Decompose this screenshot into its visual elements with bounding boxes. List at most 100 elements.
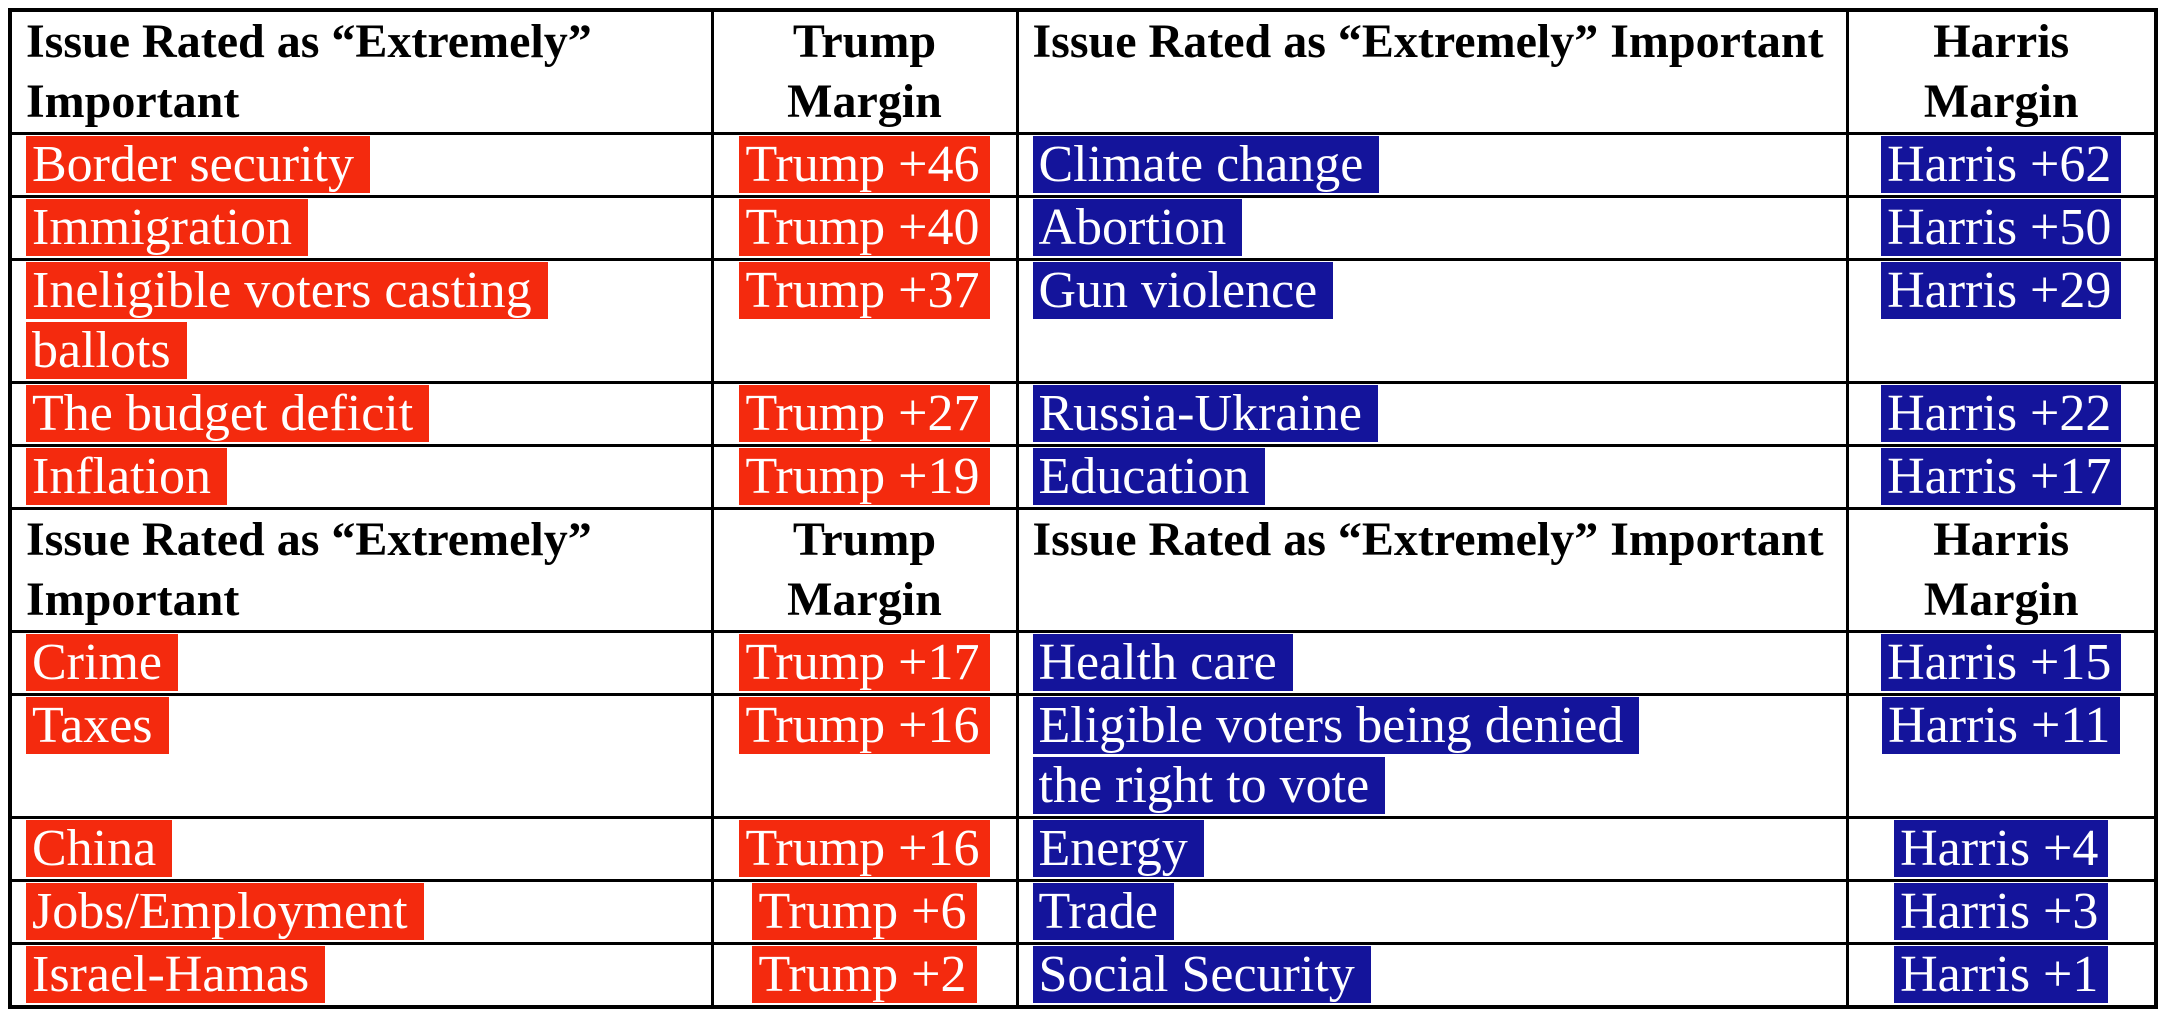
issue-header-right: Issue Rated as “Extremely” Important [1015, 8, 1849, 135]
trump-margin-bar: Trump +46 [739, 136, 990, 193]
trump-margin-bar: Trump +37 [739, 262, 990, 319]
margin-cell: Trump +46 [710, 132, 1019, 198]
table-row: Taxes Trump +16 Eligible voters being de… [8, 693, 2158, 819]
margin-cell: Trump +40 [710, 195, 1019, 261]
trump-issue-bar: Jobs/Employment [26, 883, 424, 940]
harris-margin-bar: Harris +50 [1881, 199, 2122, 256]
margin-cell: Harris +50 [1845, 195, 2158, 261]
harris-issue-bar: Russia-Ukraine [1032, 385, 1378, 442]
harris-issue-bar: Eligible voters being denied the right t… [1032, 697, 1640, 814]
issue-cell: Gun violence [1015, 258, 1849, 384]
harris-margin-bar: Harris +17 [1881, 448, 2122, 505]
issue-cell: Trade [1015, 879, 1849, 945]
trump-issue-bar: Ineligible voters casting ballots [26, 262, 548, 379]
issue-cell: Energy [1015, 816, 1849, 882]
margin-cell: Trump +16 [710, 816, 1019, 882]
issue-margin-table: Issue Rated as “Extremely” Important Tru… [8, 8, 2158, 1009]
trump-margin-bar: Trump +40 [739, 199, 990, 256]
harris-margin-bar: Harris +3 [1894, 883, 2109, 940]
trump-issue-bar: Israel-Hamas [26, 946, 326, 1003]
trump-issue-bar: China [26, 820, 173, 877]
harris-issue-bar: Social Security [1032, 946, 1371, 1003]
harris-margin-bar: Harris +62 [1881, 136, 2122, 193]
margin-cell: Harris +11 [1845, 693, 2158, 819]
harris-issue-bar: Education [1032, 448, 1266, 505]
issue-cell: Education [1015, 444, 1849, 510]
table-row: Ineligible voters casting ballots Trump … [8, 258, 2158, 384]
harris-margin-bar: Harris +22 [1881, 385, 2122, 442]
issue-cell: Border security [8, 132, 714, 198]
trump-margin-bar: Trump +6 [752, 883, 977, 940]
margin-cell: Trump +19 [710, 444, 1019, 510]
harris-issue-bar: Energy [1032, 820, 1204, 877]
issue-cell: Climate change [1015, 132, 1849, 198]
issue-cell: Social Security [1015, 942, 1849, 1009]
margin-cell: Trump +37 [710, 258, 1019, 384]
harris-issue-bar: Gun violence [1032, 262, 1334, 319]
margin-cell: Trump +16 [710, 693, 1019, 819]
table-row: Immigration Trump +40 Abortion Harris +5… [8, 195, 2158, 261]
table-row: The budget deficit Trump +27 Russia-Ukra… [8, 381, 2158, 447]
trump-issue-bar: Taxes [26, 697, 169, 754]
margin-cell: Trump +17 [710, 630, 1019, 696]
trump-issue-bar: Inflation [26, 448, 228, 505]
margin-cell: Harris +4 [1845, 816, 2158, 882]
table-row: Inflation Trump +19 Education Harris +17 [8, 444, 2158, 510]
margin-cell: Trump +6 [710, 879, 1019, 945]
harris-issue-bar: Abortion [1032, 199, 1243, 256]
harris-margin-bar: Harris +4 [1894, 820, 2109, 877]
trump-margin-bar: Trump +17 [739, 634, 990, 691]
margin-cell: Trump +27 [710, 381, 1019, 447]
harris-margin-bar: Harris +29 [1881, 262, 2122, 319]
issue-cell: Health care [1015, 630, 1849, 696]
issue-cell: Eligible voters being denied the right t… [1015, 693, 1849, 819]
issue-cell: Inflation [8, 444, 714, 510]
table-row: China Trump +16 Energy Harris +4 [8, 816, 2158, 882]
harris-margin-bar: Harris +11 [1882, 697, 2121, 754]
issue-header-right: Issue Rated as “Extremely” Important [1015, 507, 1849, 633]
table-row: Crime Trump +17 Health care Harris +15 [8, 630, 2158, 696]
margin-cell: Harris +3 [1845, 879, 2158, 945]
issue-cell: Ineligible voters casting ballots [8, 258, 714, 384]
trump-issue-bar: Border security [26, 136, 371, 193]
harris-issue-bar: Trade [1032, 883, 1174, 940]
issue-cell: Taxes [8, 693, 714, 819]
trump-margin-bar: Trump +2 [752, 946, 977, 1003]
header-row-top: Issue Rated as “Extremely” Important Tru… [8, 8, 2158, 135]
header-row-middle: Issue Rated as “Extremely” Important Tru… [8, 507, 2158, 633]
issue-cell: Crime [8, 630, 714, 696]
harris-issue-bar: Climate change [1032, 136, 1380, 193]
margin-cell: Harris +17 [1845, 444, 2158, 510]
trump-margin-bar: Trump +19 [739, 448, 990, 505]
trump-issue-bar: Crime [26, 634, 178, 691]
table-row: Jobs/Employment Trump +6 Trade Harris +3 [8, 879, 2158, 945]
table-row: Border security Trump +46 Climate change… [8, 132, 2158, 198]
issue-cell: China [8, 816, 714, 882]
trump-margin-bar: Trump +16 [739, 820, 990, 877]
trump-margin-bar: Trump +16 [739, 697, 990, 754]
issue-cell: Immigration [8, 195, 714, 261]
margin-cell: Trump +2 [710, 942, 1019, 1009]
issue-cell: The budget deficit [8, 381, 714, 447]
trump-issue-bar: The budget deficit [26, 385, 430, 442]
trump-issue-bar: Immigration [26, 199, 308, 256]
harris-margin-header: Harris Margin [1845, 507, 2158, 633]
issue-cell: Jobs/Employment [8, 879, 714, 945]
table-row: Israel-Hamas Trump +2 Social Security Ha… [8, 942, 2158, 1009]
margin-cell: Harris +15 [1845, 630, 2158, 696]
harris-margin-header: Harris Margin [1845, 8, 2158, 135]
margin-cell: Harris +22 [1845, 381, 2158, 447]
trump-margin-header: Trump Margin [710, 507, 1019, 633]
trump-margin-bar: Trump +27 [739, 385, 990, 442]
issue-header-left: Issue Rated as “Extremely” Important [8, 8, 714, 135]
issue-cell: Israel-Hamas [8, 942, 714, 1009]
issue-cell: Russia-Ukraine [1015, 381, 1849, 447]
harris-margin-bar: Harris +15 [1881, 634, 2122, 691]
margin-cell: Harris +1 [1845, 942, 2158, 1009]
margin-cell: Harris +62 [1845, 132, 2158, 198]
trump-margin-header: Trump Margin [710, 8, 1019, 135]
harris-issue-bar: Health care [1032, 634, 1293, 691]
issue-header-left: Issue Rated as “Extremely” Important [8, 507, 714, 633]
harris-margin-bar: Harris +1 [1894, 946, 2109, 1003]
margin-cell: Harris +29 [1845, 258, 2158, 384]
